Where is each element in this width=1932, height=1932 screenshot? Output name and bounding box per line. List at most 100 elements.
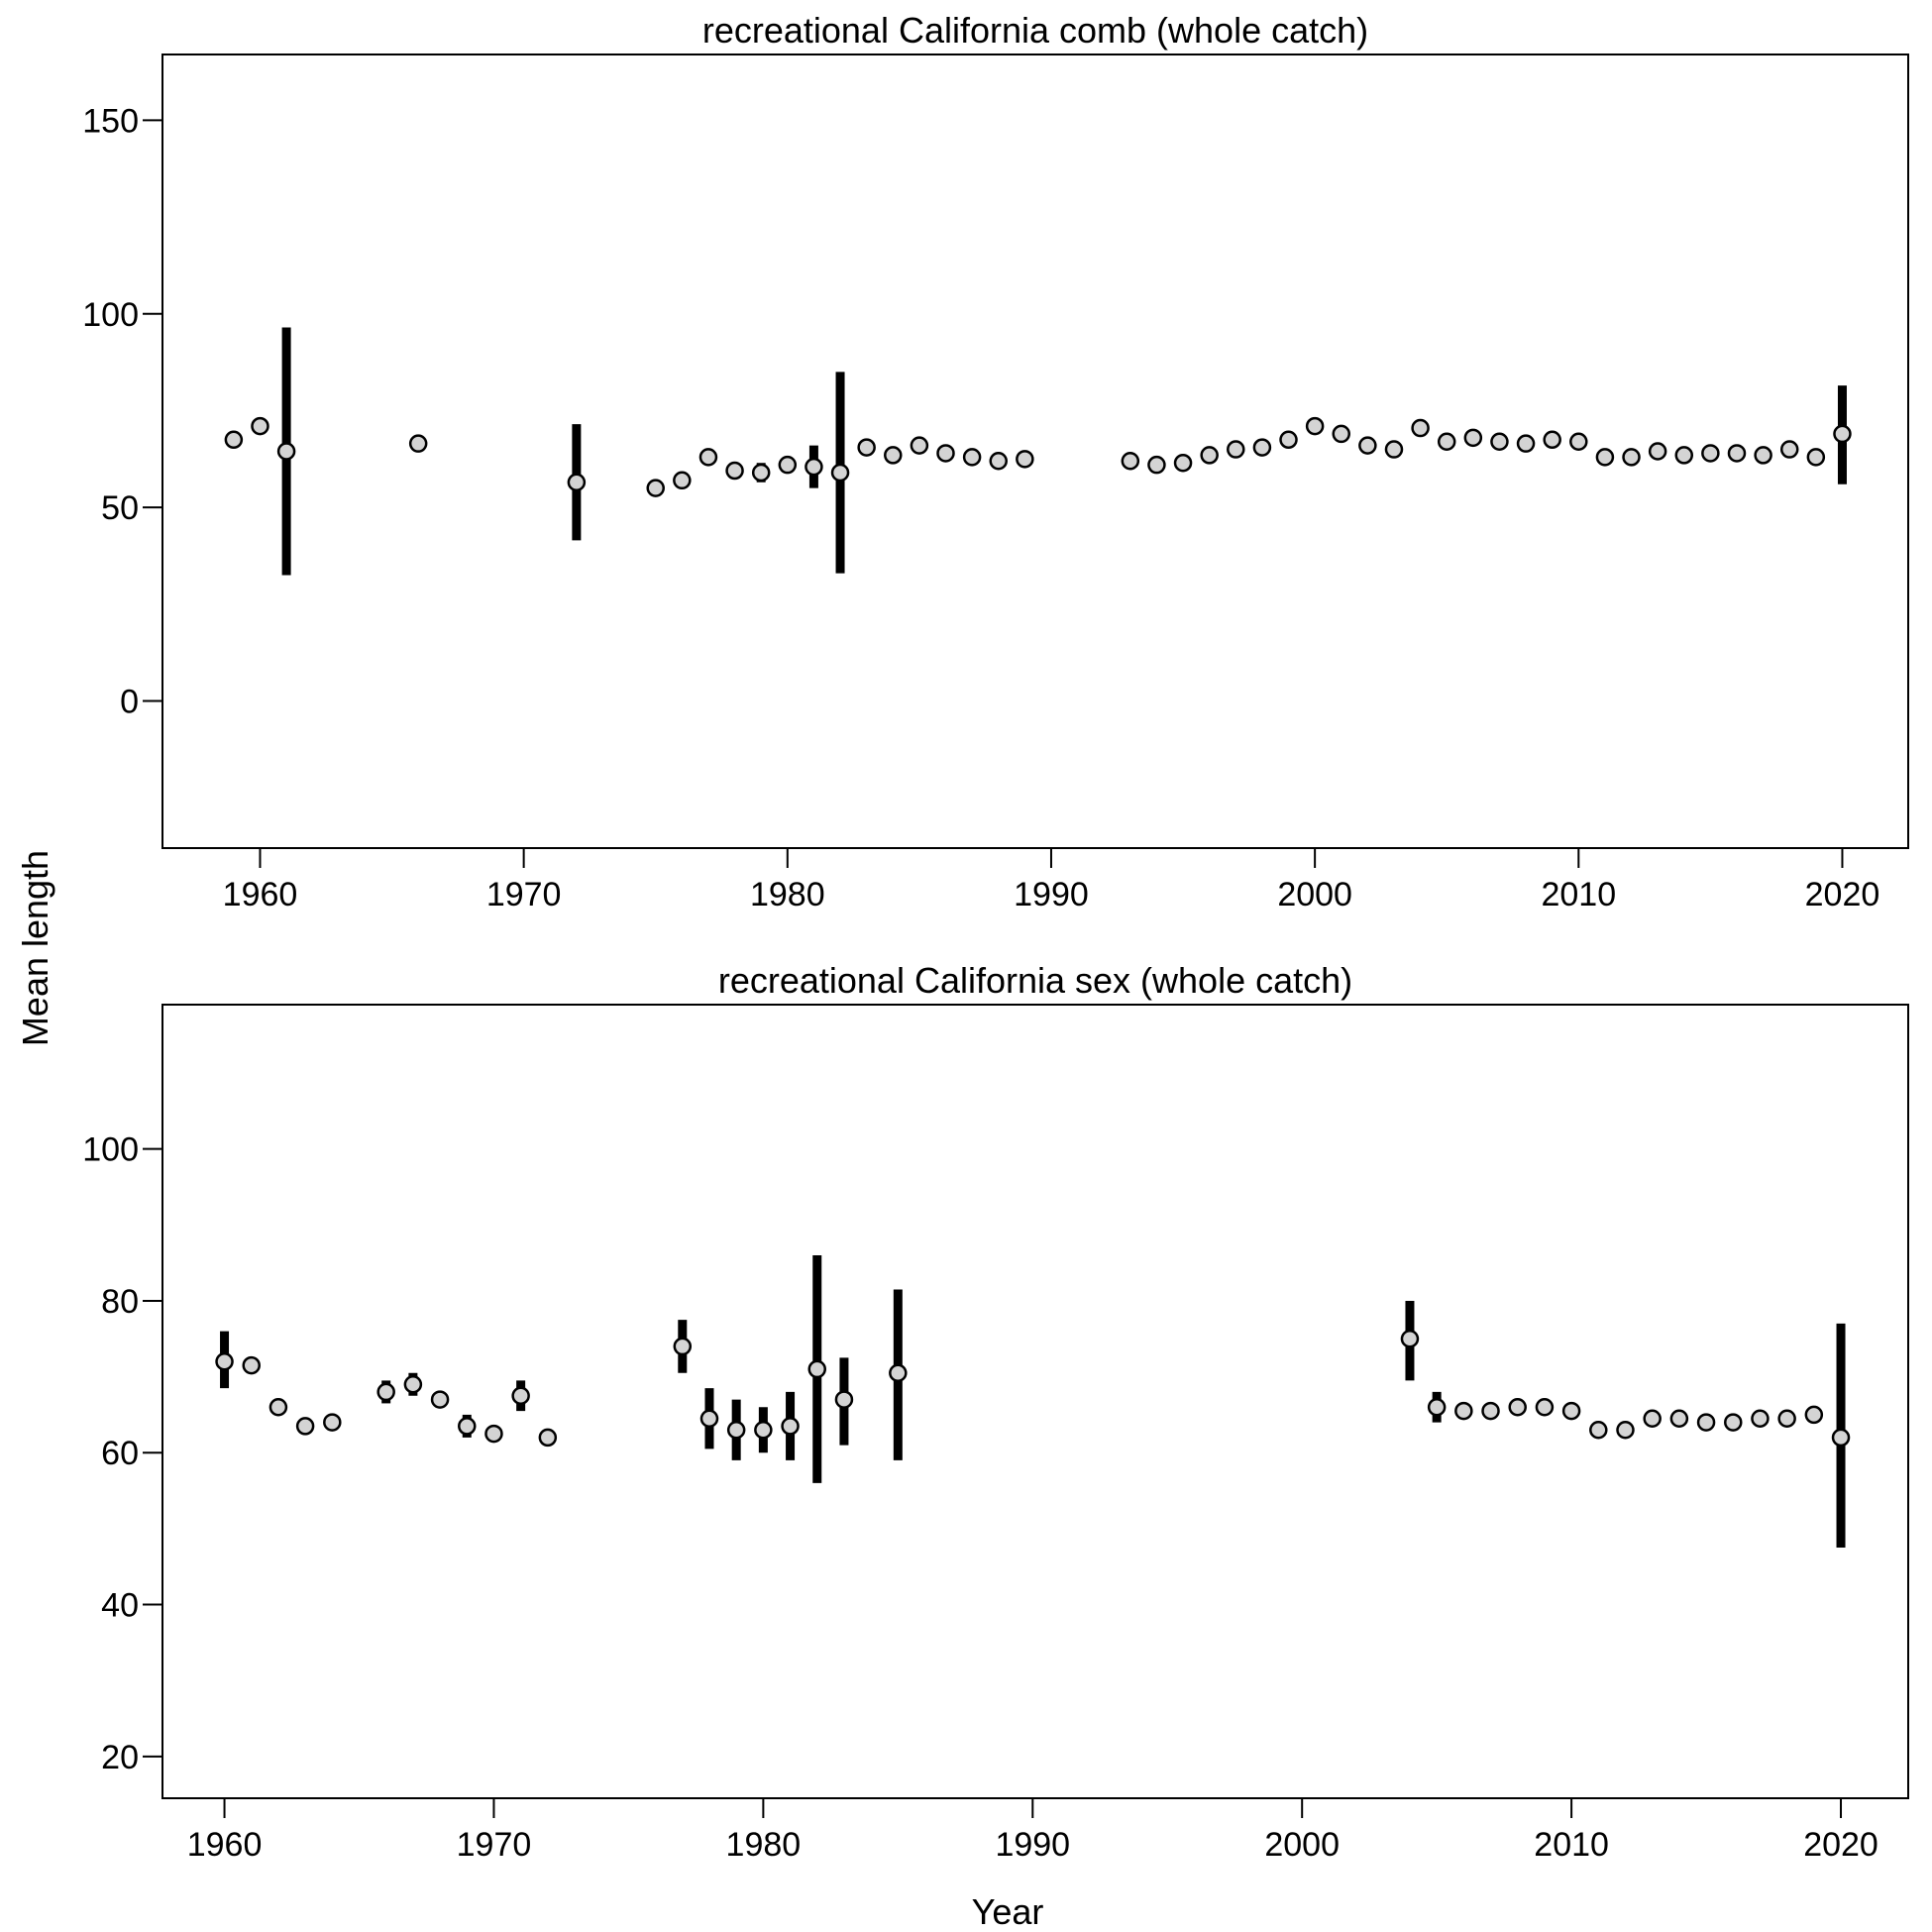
y-tick-label: 100: [82, 1131, 139, 1169]
data-point: [403, 1375, 423, 1394]
x-tick-label: 1980: [726, 1826, 802, 1864]
data-point: [725, 461, 744, 481]
x-tick-label: 1970: [457, 1826, 532, 1864]
data-point: [215, 1352, 234, 1371]
data-point: [1804, 1405, 1824, 1425]
data-point: [1754, 446, 1772, 465]
data-point: [1806, 448, 1826, 467]
data-point: [1833, 424, 1852, 444]
x-tick-label: 1960: [187, 1826, 263, 1864]
data-point: [962, 448, 982, 467]
x-tick-label: 2000: [1277, 876, 1352, 913]
data-point: [673, 1337, 693, 1356]
data-point: [884, 446, 903, 465]
data-point: [1622, 448, 1641, 467]
data-point: [1481, 1401, 1500, 1421]
data-point: [1427, 1397, 1447, 1417]
data-point: [1358, 436, 1377, 455]
plot-frame: [161, 54, 1909, 849]
data-point: [295, 1417, 315, 1436]
x-tick-label: 1980: [750, 876, 825, 913]
data-point: [224, 430, 244, 450]
data-point: [1200, 446, 1219, 465]
data-point: [1016, 450, 1034, 469]
x-tick-label: 1970: [486, 876, 562, 913]
data-point: [268, 1397, 288, 1417]
data-point: [805, 457, 823, 477]
data-point: [251, 416, 269, 436]
data-point: [1227, 440, 1245, 459]
data-point: [1561, 1401, 1581, 1421]
data-point: [1384, 440, 1404, 459]
data-point: [1569, 432, 1588, 451]
data-point: [430, 1390, 450, 1409]
data-point: [699, 1409, 719, 1428]
data-point: [1779, 440, 1799, 459]
data-point: [646, 479, 665, 497]
data-point: [889, 1363, 908, 1383]
data-point: [1173, 453, 1193, 473]
y-axis-label: Mean length: [15, 850, 55, 1046]
x-tick-label: 1990: [995, 1826, 1070, 1864]
data-point: [567, 473, 587, 492]
data-point: [910, 436, 929, 455]
data-point: [1674, 446, 1694, 465]
data-point: [726, 1420, 746, 1440]
panel-2: recreational California sex (whole catch…: [82, 960, 1909, 1864]
data-point: [276, 442, 296, 461]
data-point: [834, 1390, 854, 1409]
data-point: [1643, 1409, 1662, 1428]
data-point: [1696, 1413, 1716, 1432]
data-point: [1669, 1409, 1689, 1428]
data-point: [754, 1420, 773, 1440]
data-point: [1751, 1409, 1770, 1428]
data-point: [1411, 418, 1430, 438]
data-point: [1543, 430, 1561, 450]
y-tick-label: 100: [82, 296, 139, 334]
data-point: [1437, 432, 1456, 451]
data-point: [1777, 1409, 1796, 1428]
data-point: [538, 1428, 558, 1448]
panel-1: recreational California comb (whole catc…: [82, 10, 1909, 913]
data-point: [807, 1359, 826, 1379]
data-point: [1508, 1397, 1527, 1417]
data-point: [781, 1417, 800, 1436]
x-tick-label: 2020: [1805, 876, 1880, 913]
x-tick-label: 2000: [1264, 1826, 1340, 1864]
data-point: [242, 1355, 261, 1375]
data-point: [376, 1382, 395, 1402]
data-point: [936, 444, 955, 463]
x-tick-label: 2010: [1534, 1826, 1609, 1864]
data-point: [989, 452, 1008, 471]
panel-title: recreational California sex (whole catch…: [718, 960, 1352, 1001]
data-point: [1724, 1413, 1743, 1432]
data-point: [1332, 424, 1350, 444]
y-tick-label: 40: [101, 1587, 139, 1625]
data-point: [1535, 1397, 1555, 1417]
data-point: [698, 448, 718, 467]
data-point: [1305, 416, 1325, 436]
x-axis-label: Year: [972, 1891, 1044, 1932]
x-tick-label: 2020: [1803, 1826, 1878, 1864]
data-point: [751, 463, 771, 483]
y-tick-label: 0: [120, 684, 139, 721]
y-tick-label: 60: [101, 1435, 139, 1472]
data-point: [458, 1417, 477, 1436]
data-point: [1648, 442, 1667, 461]
data-point: [1595, 448, 1615, 467]
data-point: [1121, 452, 1140, 471]
x-tick-label: 1990: [1014, 876, 1089, 913]
y-tick-label: 80: [101, 1283, 139, 1321]
data-point: [673, 471, 692, 490]
x-tick-label: 2010: [1541, 876, 1616, 913]
y-tick-label: 50: [101, 489, 139, 527]
data-point: [857, 438, 876, 457]
plot-frame: [161, 1004, 1909, 1799]
data-point: [1252, 438, 1272, 457]
data-point: [1701, 444, 1720, 463]
y-tick-label: 20: [101, 1739, 139, 1776]
data-point: [1147, 455, 1166, 475]
data-point: [1516, 434, 1536, 453]
data-point: [1454, 1401, 1473, 1421]
